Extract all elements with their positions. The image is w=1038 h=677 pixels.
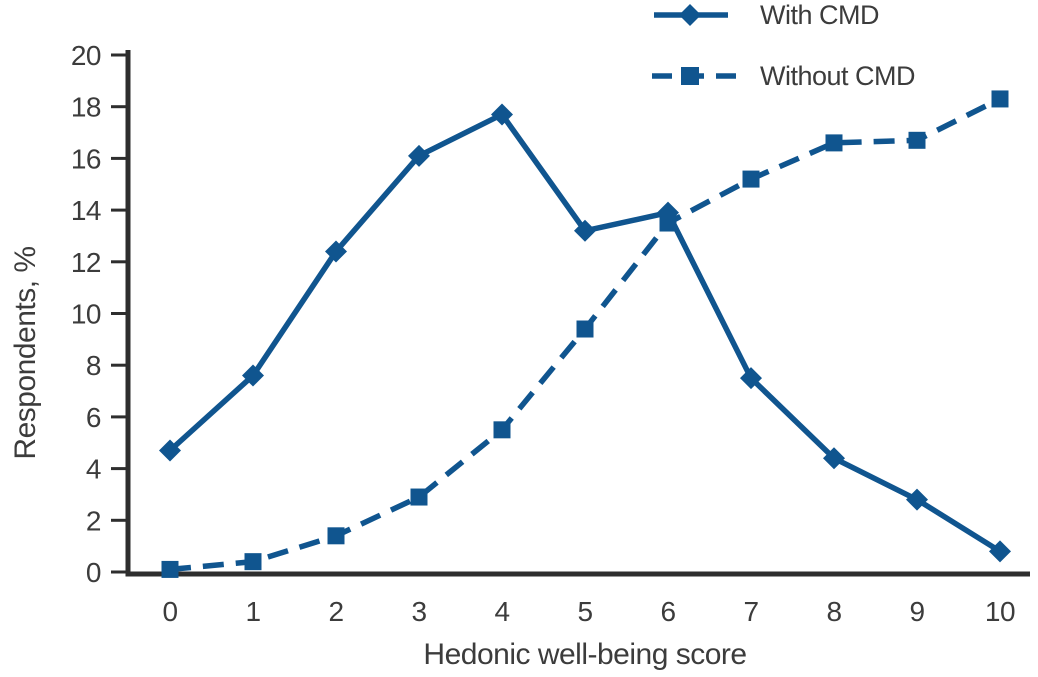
y-tick-label: 4 [86, 454, 101, 485]
data-point-with-cmd [491, 103, 513, 126]
data-point-with-cmd [325, 240, 347, 263]
data-point-without-cmd [576, 320, 594, 338]
data-point-without-cmd [244, 553, 262, 571]
data-point-with-cmd [906, 488, 928, 511]
x-axis-title: Hedonic well-being score [423, 638, 747, 671]
data-point-with-cmd [574, 219, 596, 242]
x-tick-label: 3 [411, 596, 426, 627]
data-point-without-cmd [659, 214, 677, 232]
data-point-with-cmd [408, 144, 430, 167]
y-tick-label: 10 [71, 299, 101, 330]
x-tick-label: 8 [826, 596, 841, 627]
data-point-with-cmd [740, 367, 762, 390]
x-tick-label: 5 [577, 596, 592, 627]
data-point-with-cmd [159, 439, 181, 462]
x-tick-label: 2 [328, 596, 343, 627]
x-tick-label: 6 [660, 596, 675, 627]
x-tick-label: 0 [162, 596, 177, 627]
y-tick-label: 20 [71, 40, 101, 71]
legend-label-with-cmd: With CMD [760, 0, 880, 30]
y-tick-label: 8 [86, 350, 101, 381]
data-point-without-cmd [825, 134, 843, 152]
x-tick-label: 4 [494, 596, 509, 627]
data-point-without-cmd [161, 560, 179, 578]
y-tick-label: 16 [71, 143, 101, 174]
legend: With CMD Without CMD [650, 0, 916, 91]
data-point-with-cmd [242, 364, 264, 387]
legend-item-with-cmd: With CMD [650, 0, 915, 30]
y-tick-label: 0 [86, 557, 101, 588]
data-point-without-cmd [908, 131, 926, 149]
legend-label-without-cmd: Without CMD [760, 61, 916, 91]
y-tick-label: 2 [86, 505, 101, 536]
y-tick-label: 18 [71, 92, 101, 123]
data-point-without-cmd [991, 90, 1009, 108]
x-tick-label: 9 [909, 596, 924, 627]
legend-dashed-line-square-icon [652, 67, 746, 85]
data-point-without-cmd [742, 170, 760, 188]
x-tick-label: 10 [985, 596, 1015, 627]
data-point-without-cmd [327, 527, 345, 545]
y-tick-label: 14 [71, 195, 101, 226]
y-tick-label: 12 [71, 247, 101, 278]
data-point-without-cmd [410, 488, 428, 506]
legend-item-without-cmd: Without CMD [650, 61, 916, 91]
data-point-with-cmd [823, 447, 845, 470]
data-point-without-cmd [493, 421, 511, 439]
legend-solid-line-diamond-icon [654, 4, 728, 26]
x-tick-label: 7 [743, 596, 758, 627]
data-point-with-cmd [989, 540, 1011, 563]
x-tick-label: 1 [245, 596, 260, 627]
y-axis-title: Respondents, % [9, 246, 42, 460]
y-tick-label: 6 [86, 402, 101, 433]
